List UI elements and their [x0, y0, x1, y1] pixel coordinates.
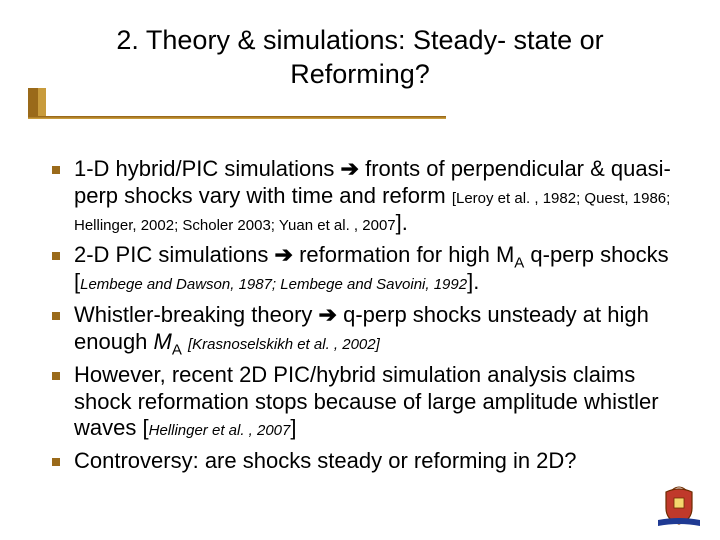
bullet-list: 1-D hybrid/PIC simulations ➔ fronts of p…	[48, 156, 672, 475]
bullet-text: reformation for high M	[293, 242, 514, 267]
slide-body: 1-D hybrid/PIC simulations ➔ fronts of p…	[48, 156, 672, 481]
slide-title: 2. Theory & simulations: Steady- state o…	[48, 24, 672, 92]
list-item: Controversy: are shocks steady or reform…	[48, 448, 672, 475]
subscript: A	[172, 341, 182, 358]
citation: Lembege and Dawson, 1987; Lembege and Sa…	[80, 276, 467, 293]
arrow-icon: ➔	[341, 156, 359, 181]
crest-icon	[652, 486, 706, 530]
subscript: A	[514, 255, 524, 272]
title-line-2: Reforming?	[48, 58, 672, 92]
list-item: Whistler-breaking theory ➔ q-perp shocks…	[48, 302, 672, 356]
bullet-text: 1-D hybrid/PIC simulations	[74, 156, 341, 181]
arrow-icon: ➔	[275, 242, 293, 267]
variable: M	[154, 329, 172, 354]
citation: [Krasnoselskikh et al. , 2002]	[188, 336, 380, 353]
arrow-icon: ➔	[319, 302, 337, 327]
bullet-text: Controversy: are shocks steady or reform…	[74, 448, 577, 473]
list-item: However, recent 2D PIC/hybrid simulation…	[48, 362, 672, 442]
bullet-text: Whistler-breaking theory	[74, 302, 319, 327]
bullet-text: 2-D PIC simulations	[74, 242, 275, 267]
title-underline	[28, 116, 446, 119]
title-accent-bar-2	[38, 88, 46, 116]
list-item: 2-D PIC simulations ➔ reformation for hi…	[48, 242, 672, 296]
title-line-1: 2. Theory & simulations: Steady- state o…	[48, 24, 672, 58]
bullet-text: q-perp shocks	[524, 242, 668, 267]
slide: 2. Theory & simulations: Steady- state o…	[0, 0, 720, 540]
citation: Hellinger et al. , 2007	[149, 422, 291, 439]
list-item: 1-D hybrid/PIC simulations ➔ fronts of p…	[48, 156, 672, 236]
